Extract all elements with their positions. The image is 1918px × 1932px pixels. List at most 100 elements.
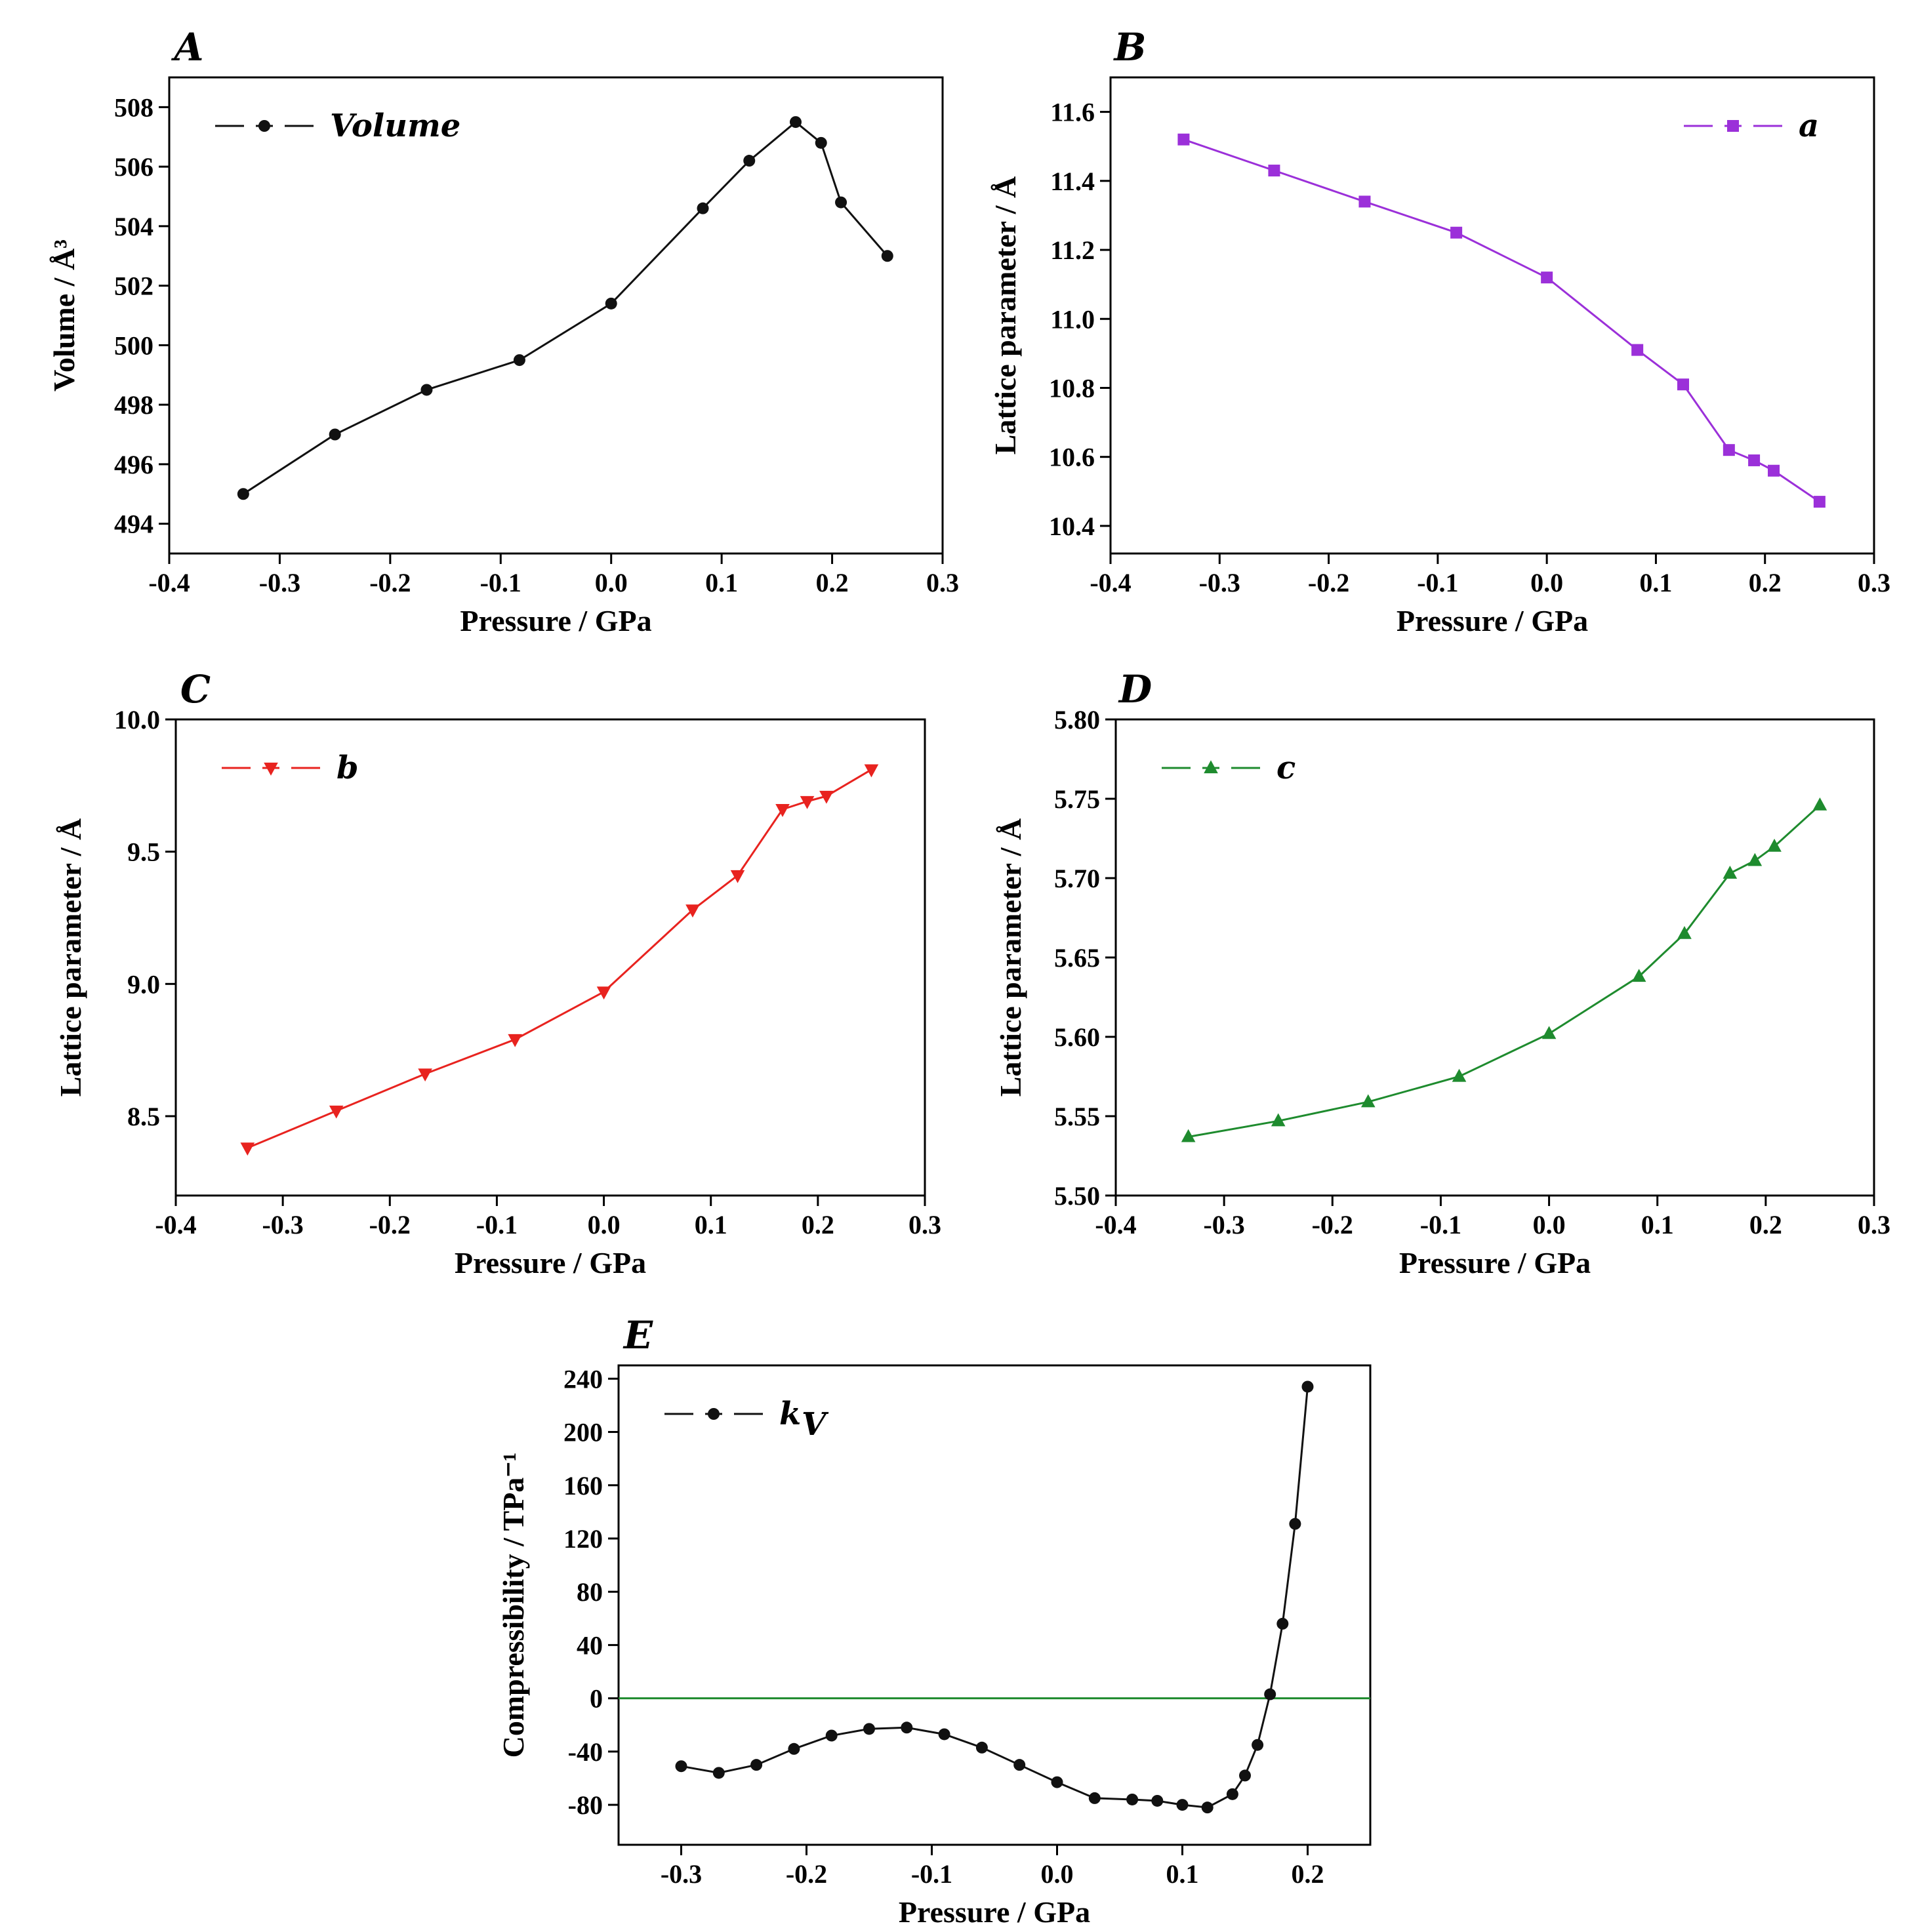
x-tick-label: 0.1: [695, 1210, 727, 1239]
y-axis-title: Volume / Å³: [47, 239, 81, 392]
data-point: [1264, 1688, 1276, 1701]
data-point: [697, 202, 709, 214]
data-point: [329, 1105, 344, 1119]
x-axis-title: Pressure / GPa: [1397, 604, 1588, 637]
data-point: [881, 250, 893, 262]
plot-frame: [1109, 76, 1875, 555]
x-tick-label: -0.1: [476, 1210, 518, 1239]
data-point: [1812, 797, 1827, 811]
data-point: [788, 1742, 800, 1755]
plot-frame: [168, 76, 944, 555]
x-tick-label: -0.3: [661, 1859, 702, 1889]
y-tick-label: 11.0: [1050, 304, 1095, 334]
data-point: [1301, 1380, 1314, 1393]
y-tick-label: 508: [114, 92, 153, 122]
x-tick-label: 0.1: [1641, 1210, 1674, 1239]
data-point: [789, 116, 802, 129]
x-tick-label: -0.1: [1420, 1210, 1461, 1239]
y-tick-label: 500: [114, 331, 153, 360]
data-point: [743, 155, 756, 167]
data-point: [1276, 1617, 1289, 1630]
data-point: [420, 384, 433, 396]
x-tick-label: 0.3: [926, 568, 959, 597]
x-tick-label: 0.0: [1041, 1859, 1074, 1889]
y-tick-label: 160: [563, 1471, 603, 1500]
x-tick-label: -0.2: [369, 1210, 411, 1239]
legend-marker: [708, 1408, 720, 1420]
data-point: [418, 1068, 432, 1082]
data-point: [863, 1723, 875, 1735]
y-tick-label: 502: [114, 272, 153, 301]
x-axis-title: Pressure / GPa: [455, 1246, 646, 1279]
data-point: [901, 1721, 913, 1734]
x-tick-label: -0.3: [1203, 1210, 1244, 1239]
panel-c: C -0.4 -0.3 -0.2 -0.1 0.0 0.1 0.2 0.3 8.5 9.0 9.5 10…: [54, 667, 941, 1279]
x-tick-label: -0.1: [1417, 568, 1458, 597]
panel-letter: E: [622, 1313, 653, 1358]
data-point: [1151, 1794, 1164, 1807]
data-point: [1226, 1788, 1238, 1800]
data-point: [675, 1760, 687, 1773]
data-point: [1177, 133, 1190, 146]
y-tick-label: 504: [114, 212, 153, 241]
data-point: [1181, 1129, 1196, 1142]
data-point: [1051, 1776, 1063, 1788]
data-point: [1176, 1799, 1189, 1811]
y-tick-label: 11.6: [1050, 98, 1095, 127]
data-point: [1631, 969, 1646, 982]
data-point: [237, 488, 249, 500]
y-axis-title: Lattice parameter / Å: [994, 818, 1027, 1097]
data-point: [1541, 272, 1553, 284]
data-point: [1813, 496, 1826, 508]
panel-letter: C: [180, 667, 211, 712]
x-tick-label: 0.1: [1639, 568, 1672, 597]
y-tick-label: 240: [563, 1364, 603, 1394]
y-tick-label: 5.60: [1054, 1022, 1100, 1052]
y-tick-label: 10.8: [1049, 373, 1095, 403]
data-point: [1360, 1094, 1376, 1108]
x-tick-label: 0.2: [1749, 568, 1782, 597]
data-point: [975, 1741, 988, 1754]
data-point: [1677, 926, 1692, 939]
data-point: [730, 870, 745, 883]
panel-d: D -0.4 -0.3 -0.2 -0.1 0.0 0.1 0.2 0.3 5.50 5.55 5.6…: [994, 667, 1890, 1279]
x-tick-label: 0.0: [588, 1210, 621, 1239]
data-point: [1088, 1792, 1101, 1804]
data-point: [1450, 226, 1463, 239]
x-tick-label: -0.3: [1199, 568, 1240, 597]
data-point: [1723, 866, 1738, 879]
data-point: [685, 904, 700, 918]
data-point: [775, 804, 790, 817]
legend-marker: [1204, 760, 1218, 774]
data-point: [750, 1759, 763, 1771]
data-point: [1723, 444, 1735, 456]
x-tick-label: 0.3: [908, 1210, 941, 1239]
data-point: [825, 1729, 838, 1742]
x-tick-label: 0.1: [705, 568, 738, 597]
series-line: [247, 769, 872, 1149]
y-axis-title: Lattice parameter / Å: [989, 176, 1022, 455]
panel-letter: A: [171, 25, 203, 70]
y-tick-label: 5.80: [1054, 705, 1100, 735]
legend-label: a: [1799, 108, 1819, 144]
y-tick-label: 80: [577, 1577, 603, 1607]
y-tick-label: 11.4: [1050, 167, 1095, 196]
x-tick-label: 0.0: [1530, 568, 1563, 597]
y-tick-label: 10.0: [114, 705, 160, 735]
panel-b: B -0.4 -0.3 -0.2 -0.1 0.0 0.1 0.2 0.3 10.4 10.6 10.…: [989, 25, 1890, 637]
panel-e: E -0.3 -0.2 -0.1 0.0 0.1 0.2 -80 -40 0 40 80 120 160 2…: [497, 1313, 1372, 1929]
data-point: [1252, 1739, 1264, 1751]
x-tick-label: -0.2: [786, 1859, 827, 1889]
y-tick-label: 506: [114, 152, 153, 182]
data-point: [508, 1034, 522, 1047]
data-point: [1677, 378, 1689, 391]
data-point: [800, 795, 815, 809]
data-point: [329, 428, 341, 441]
data-point: [1768, 464, 1780, 477]
y-tick-label: 496: [114, 450, 153, 479]
data-point: [819, 790, 834, 804]
y-tick-label: 9.5: [127, 837, 160, 867]
legend-marker: [1727, 120, 1739, 132]
y-tick-label: 200: [563, 1418, 603, 1447]
